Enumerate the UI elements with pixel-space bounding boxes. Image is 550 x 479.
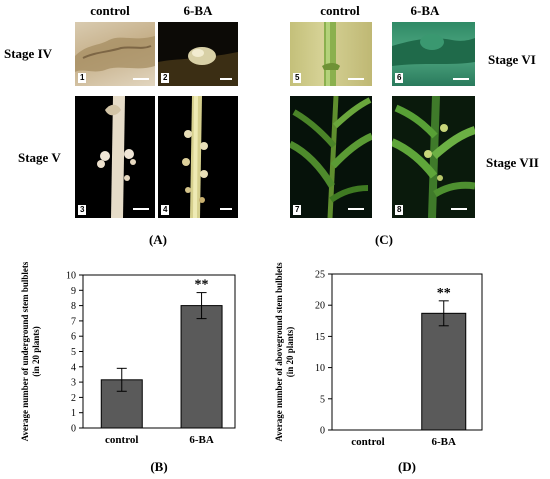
scale-bar: [451, 208, 467, 210]
photo-panel-6: 6: [392, 22, 475, 86]
scale-bar: [133, 208, 149, 210]
photo-panel-5: 5: [290, 22, 372, 86]
scale-bar: [348, 208, 364, 210]
photo-panel-4: 4: [158, 96, 238, 218]
stage-vi-label: Stage VI: [488, 52, 536, 67]
y-tick-label: 10: [315, 363, 325, 374]
scale-bar: [133, 78, 149, 80]
y-tick-label: 10: [66, 271, 76, 282]
chart-aboveground-bulblets: 0 5 10 15 20 25 control ** 6-BA Average number of…: [274, 262, 483, 474]
panel-label-a: (A): [148, 232, 168, 247]
y-tick-label: 2: [71, 393, 76, 404]
y-tick-label: 9: [71, 286, 76, 297]
photo-panel-7: 7: [290, 96, 372, 218]
panel-number-5: 5: [293, 73, 302, 83]
x-category-label: 6-BA: [432, 436, 457, 448]
green-callus-icon: [392, 34, 475, 66]
panel-number-1: 1: [78, 73, 87, 83]
scale-bar: [453, 78, 469, 80]
header-control-right: control: [320, 3, 360, 18]
y-axis-label: Average number of underground stem bulbl…: [20, 262, 30, 441]
stage-v-label: Stage V: [18, 150, 61, 165]
leafy-stem-bulblets-icon: [392, 96, 475, 218]
y-tick-label: 5: [320, 394, 325, 405]
significance-marker: **: [195, 278, 209, 293]
callus-tissue-icon: [75, 36, 155, 72]
header-control-left: control: [90, 3, 130, 18]
scale-bar: [220, 78, 232, 80]
bar-6-ba: [180, 305, 223, 429]
y-tick-label: 8: [71, 301, 76, 312]
panel-number-8: 8: [395, 205, 404, 215]
y-tick-label: 6: [71, 332, 76, 343]
panel-number-3: 3: [78, 205, 87, 215]
underground-stem-icon: [182, 96, 208, 218]
y-tick-label: 1: [71, 408, 76, 419]
photo-panel-8: 8: [392, 96, 475, 218]
header-6ba-right: 6-BA: [410, 3, 440, 18]
stage-iv-label: Stage IV: [4, 46, 53, 61]
chart-underground-bulblets: 0 1 2 3 4 5 6 7 8 9 10 control ** 6-BA Average number …: [20, 262, 236, 474]
photo-panel-1: 1: [75, 22, 155, 86]
panel-label: (D): [398, 459, 416, 474]
y-tick-label: 4: [71, 362, 76, 373]
scale-bar: [220, 208, 232, 210]
y-tick-label: 7: [71, 316, 76, 327]
panel-label: (B): [150, 459, 167, 474]
plot-frame: [331, 273, 483, 431]
y-axis-label: Average number of aboveground stem bulbl…: [274, 262, 284, 442]
leafy-stem-icon: [290, 96, 372, 218]
panel-label-c: (C): [374, 232, 394, 247]
header-6ba-left: 6-BA: [183, 3, 213, 18]
y-tick-label: 3: [71, 378, 76, 389]
stage-vii-label: Stage VII: [486, 155, 539, 170]
y-tick-label: 0: [71, 424, 76, 435]
y-tick-label: 15: [315, 332, 325, 343]
y-tick-label: 5: [71, 347, 76, 358]
bulblet-bud-icon: [158, 47, 238, 86]
x-category-label: 6-BA: [189, 434, 214, 446]
scale-bar: [348, 78, 364, 80]
y-tick-label: 20: [315, 301, 325, 312]
y-axis-label-unit: (in 20 plants): [31, 326, 41, 377]
panel-number-7: 7: [293, 205, 302, 215]
photo-panel-3: 3: [75, 96, 155, 218]
y-tick-label: 25: [315, 270, 325, 281]
green-stem-icon: [322, 22, 340, 86]
photo-panel-2: 2: [158, 22, 238, 86]
bar-6-ba: [421, 312, 467, 431]
panel-number-6: 6: [395, 73, 404, 83]
panel-number-2: 2: [161, 73, 170, 83]
panel-number-4: 4: [161, 205, 170, 215]
underground-stem-icon: [97, 96, 136, 218]
bar-control: [100, 379, 143, 429]
x-category-label: control: [351, 436, 384, 448]
y-tick-label: 0: [320, 426, 325, 437]
significance-marker: **: [437, 286, 451, 301]
y-axis-label-unit: (in 20 plants): [285, 327, 295, 378]
x-category-label: control: [105, 434, 138, 446]
